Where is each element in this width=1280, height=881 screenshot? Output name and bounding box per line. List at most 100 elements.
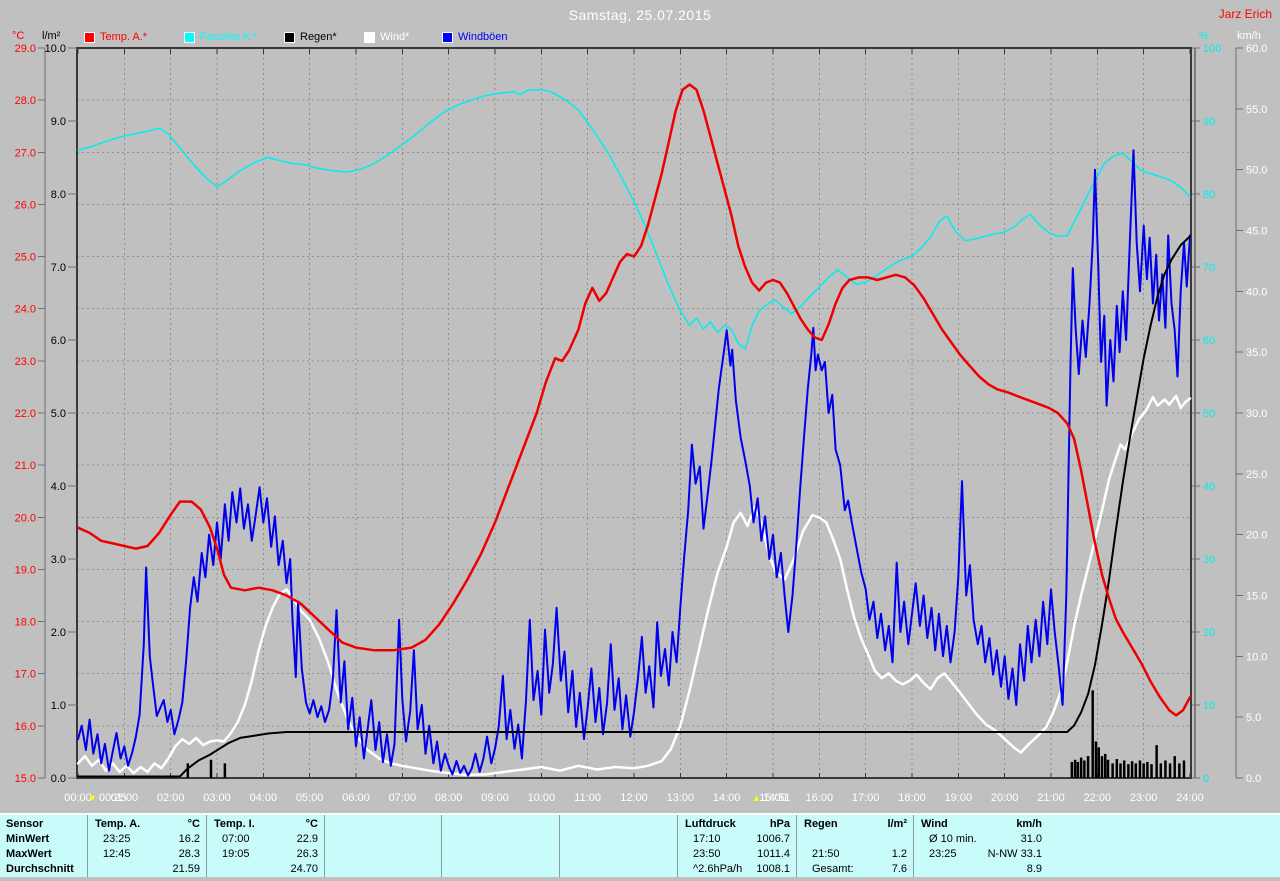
table-cell-temp-i-value: °C [305,818,318,830]
series-regen [77,235,1191,778]
table-cell-wind: 23:25 [929,848,957,860]
station-name: Jarz Erich [1218,7,1272,21]
table-cell-luftdruck: Luftdruck [685,818,736,830]
rain-rate-bar [1119,763,1122,778]
table-cell-temp-a: 23:25 [103,833,131,845]
axis-tick-label: 14:00 [713,792,741,804]
table-cell-temp-i: Temp. I. [214,818,255,830]
table-cell-luftdruck: ^2.6hPa/h [693,863,743,875]
axis-tick-label: 21.0 [15,460,36,472]
axis-tick-label: 01:00 [111,792,139,804]
axis-tick-label: 16.0 [15,721,36,733]
down-arrow-icon: ▼ [88,793,97,803]
axis-tick-label: 6.0 [51,335,66,347]
rain-rate-bar [1130,761,1134,778]
time-marker-label: 14:51 [762,792,791,804]
table-column-divider [559,815,560,879]
table-cell-luftdruck: 17:10 [693,833,721,845]
rain-rate-bar [1173,756,1176,778]
table-cell-regen: 21:50 [812,848,840,860]
axis-tick-label: 18:00 [898,792,926,804]
axis-tick-label: 50.0 [1246,165,1267,177]
axis-tick-label: 12:00 [620,792,648,804]
axis-tick-label: 17:00 [852,792,880,804]
axis-tick-label: 10:00 [528,792,556,804]
table-cell-luftdruck-value: 1011.4 [757,848,790,860]
rain-rate-bar [1138,760,1142,778]
table-cell-temp-a-value: 28.3 [178,848,200,860]
table-column-divider [87,815,88,879]
axis-tick-label: 02:00 [157,792,185,804]
axis-tick-label: 30.0 [1246,408,1267,420]
axis-tick-label: 21:00 [1037,792,1065,804]
legend-item-label: Regen* [300,31,337,43]
axis-tick-label: 19:00 [945,792,973,804]
titlebar: Samstag, 25.07.2015 Jarz Erich [0,0,1280,26]
axis-tick-label: 11:00 [574,792,601,804]
axis-tick-label: 29.0 [15,43,36,55]
table-cell-regen: Gesamt: [812,863,854,875]
axis-tick-label: 07:00 [389,792,417,804]
rain-rate-bar [1094,741,1098,778]
axis-tick-label: 90 [1203,116,1215,128]
table-column-divider [913,815,914,879]
rain-rate-bar [186,763,190,778]
bottom-strip [0,877,1280,881]
axis-tick-label: 50 [1203,408,1215,420]
rain-rate-bar [1091,690,1094,778]
table-cell-wind-value: 31.0 [1020,833,1042,845]
axis-tick-label: 15.0 [15,773,36,785]
axis-tick-label: 04:00 [250,792,278,804]
rain-rate-bar [1083,760,1086,778]
legend-swatch-icon [184,31,195,43]
axis-tick-label: 15:00 [759,792,787,804]
rain-rate-bar [1070,761,1074,778]
axis-tick-label: 5.0 [1246,712,1261,724]
axis-tick-label: 17.0 [15,669,36,681]
table-cell-temp-a: Temp. A. [95,818,141,830]
axis-tick-label: 27.0 [15,147,36,159]
rain-rate-bar [1159,763,1163,778]
legend-item: Wind* [364,30,409,44]
table-row-header: MaxWert [6,848,52,860]
axis-tick-label: 2.0 [51,627,66,639]
table-cell-temp-i: 07:00 [222,833,250,845]
rain-rate-bar [1150,764,1153,778]
axis-tick-label: 1.0 [51,700,66,712]
time-marker-label: 00:25 [98,792,127,804]
axis-tick-label: 16:00 [806,792,834,804]
axis-tick-label: 60.0 [1246,43,1267,55]
rain-rate-bar [1146,761,1149,778]
axis-tick-label: 22.0 [15,408,36,420]
axis-tick-label: 40 [1203,481,1215,493]
rain-rate-bar [1076,761,1080,778]
rain-rate-bar [1168,763,1172,778]
table-row-header: MinWert [6,833,50,845]
rain-rate-bar [1100,756,1104,778]
time-marker-moonrise: ▲ 14:51 [752,791,790,805]
rain-rate-bar [1155,745,1158,778]
axis-tick-label: 7.0 [51,262,66,274]
table-cell-temp-a-value: 16.2 [178,833,200,845]
table-cell-temp-i-value: 24.70 [290,863,318,875]
table-cell-wind-value: km/h [1016,818,1042,830]
axis-tick-label: 10.0 [1246,651,1267,663]
axis-tick-label: 70 [1203,262,1215,274]
rain-rate-bar [1103,753,1107,778]
table-cell-temp-a-value: 21.59 [172,863,200,875]
axis-tick-label: 08:00 [435,792,463,804]
right-axis-unit-humidity: % [1199,30,1209,42]
table-cell-luftdruck: 23:50 [693,848,721,860]
table-cell-regen-value: 7.6 [891,863,907,875]
axis-tick-label: 23:00 [1130,792,1158,804]
table-cell-temp-a-value: °C [187,818,200,830]
table-cell-temp-i-value: 26.3 [296,848,318,860]
table-column-divider [324,815,325,879]
axis-tick-label: 80 [1203,189,1215,201]
axis-tick-label: 24:00 [1176,792,1204,804]
legend-item: Temp. A.* [84,30,147,44]
table-cell-wind-value: 8.9 [1026,863,1042,875]
legend-item-label: Wind* [380,31,410,43]
rain-rate-bar [1164,760,1167,778]
rain-rate-bar [1134,763,1138,778]
